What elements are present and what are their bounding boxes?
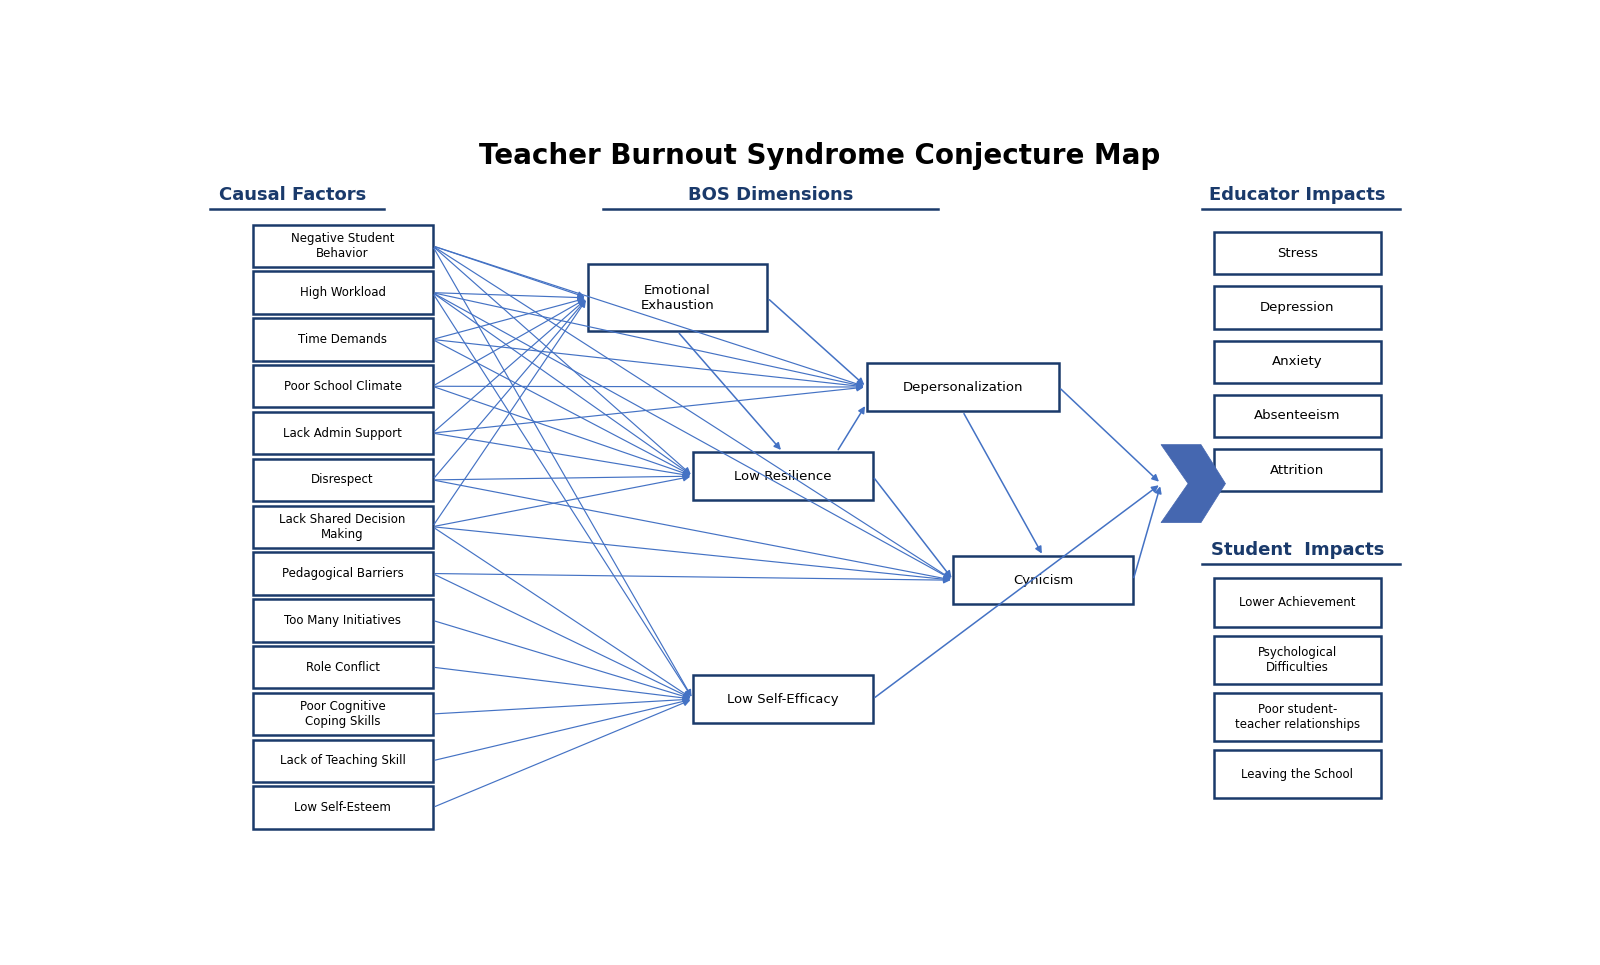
Text: Negative Student
Behavior: Negative Student Behavior — [291, 232, 394, 260]
Text: Cynicism: Cynicism — [1013, 574, 1074, 587]
FancyBboxPatch shape — [1214, 233, 1381, 274]
FancyBboxPatch shape — [253, 739, 432, 782]
FancyBboxPatch shape — [1214, 636, 1381, 684]
Text: Leaving the School: Leaving the School — [1242, 767, 1354, 781]
Text: Too Many Initiatives: Too Many Initiatives — [285, 614, 402, 627]
Text: BOS Dimensions: BOS Dimensions — [688, 186, 853, 205]
Text: Pedagogical Barriers: Pedagogical Barriers — [282, 567, 403, 580]
FancyBboxPatch shape — [253, 552, 432, 594]
FancyBboxPatch shape — [253, 599, 432, 642]
FancyBboxPatch shape — [253, 458, 432, 501]
Text: Emotional
Exhaustion: Emotional Exhaustion — [640, 284, 714, 312]
Text: Absenteeism: Absenteeism — [1254, 409, 1341, 423]
Text: Role Conflict: Role Conflict — [306, 661, 379, 674]
Polygon shape — [1162, 445, 1226, 523]
Text: Time Demands: Time Demands — [298, 333, 387, 346]
FancyBboxPatch shape — [1214, 395, 1381, 437]
Text: Lack Shared Decision
Making: Lack Shared Decision Making — [280, 512, 406, 540]
FancyBboxPatch shape — [253, 365, 432, 407]
Text: Lack Admin Support: Lack Admin Support — [283, 427, 402, 440]
Text: Poor School Climate: Poor School Climate — [283, 380, 402, 393]
FancyBboxPatch shape — [253, 412, 432, 455]
FancyBboxPatch shape — [253, 786, 432, 829]
Text: Depersonalization: Depersonalization — [902, 380, 1022, 394]
FancyBboxPatch shape — [253, 318, 432, 361]
FancyBboxPatch shape — [587, 264, 768, 331]
Text: Stress: Stress — [1277, 247, 1318, 260]
Text: Anxiety: Anxiety — [1272, 355, 1323, 369]
FancyBboxPatch shape — [1214, 578, 1381, 626]
Text: Poor Cognitive
Coping Skills: Poor Cognitive Coping Skills — [299, 700, 386, 728]
FancyBboxPatch shape — [693, 675, 872, 723]
Text: Lower Achievement: Lower Achievement — [1238, 596, 1355, 609]
FancyBboxPatch shape — [253, 225, 432, 267]
FancyBboxPatch shape — [1214, 341, 1381, 383]
FancyBboxPatch shape — [1214, 693, 1381, 741]
FancyBboxPatch shape — [954, 556, 1133, 604]
Text: Causal Factors: Causal Factors — [219, 186, 366, 205]
FancyBboxPatch shape — [1214, 750, 1381, 798]
FancyBboxPatch shape — [693, 452, 872, 500]
FancyBboxPatch shape — [867, 363, 1059, 411]
Text: Low Self-Esteem: Low Self-Esteem — [294, 801, 390, 814]
Text: Poor student-
teacher relationships: Poor student- teacher relationships — [1235, 703, 1360, 731]
FancyBboxPatch shape — [253, 693, 432, 735]
FancyBboxPatch shape — [253, 271, 432, 314]
Text: Student  Impacts: Student Impacts — [1211, 541, 1384, 560]
Text: Educator Impacts: Educator Impacts — [1210, 186, 1386, 205]
FancyBboxPatch shape — [1214, 449, 1381, 491]
FancyBboxPatch shape — [1214, 287, 1381, 329]
Text: Lack of Teaching Skill: Lack of Teaching Skill — [280, 755, 405, 767]
Text: Disrespect: Disrespect — [312, 474, 374, 486]
Text: Psychological
Difficulties: Psychological Difficulties — [1258, 646, 1338, 674]
FancyBboxPatch shape — [253, 506, 432, 548]
Text: Depression: Depression — [1261, 301, 1334, 314]
Text: Teacher Burnout Syndrome Conjecture Map: Teacher Burnout Syndrome Conjecture Map — [480, 142, 1160, 170]
FancyBboxPatch shape — [253, 646, 432, 688]
Text: Low Self-Efficacy: Low Self-Efficacy — [726, 693, 838, 705]
Text: Attrition: Attrition — [1270, 464, 1325, 477]
Text: High Workload: High Workload — [299, 287, 386, 299]
Text: Low Resilience: Low Resilience — [734, 470, 832, 482]
